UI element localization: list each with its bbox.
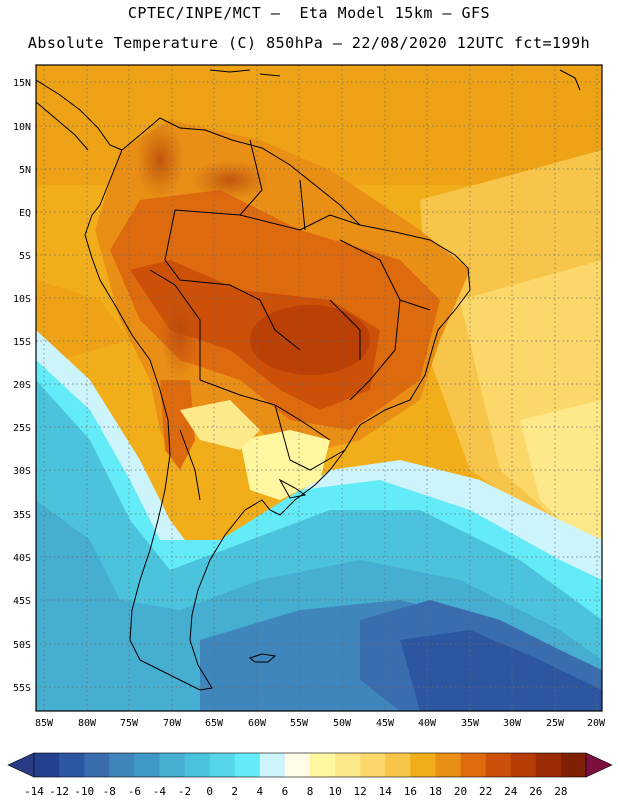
lat-label: 25S bbox=[13, 423, 31, 434]
lat-label: 15S bbox=[13, 337, 31, 348]
colorbar-cell bbox=[259, 753, 286, 777]
colorbar-label: 24 bbox=[504, 785, 518, 798]
colorbar-cell bbox=[510, 753, 537, 777]
lat-label: 50S bbox=[13, 640, 31, 651]
colorbar-cell bbox=[535, 753, 562, 777]
colorbar-label: -2 bbox=[178, 785, 191, 798]
colorbar-cell bbox=[134, 753, 160, 777]
colorbar-label: 22 bbox=[479, 785, 492, 798]
lon-label: 35W bbox=[461, 718, 480, 729]
lat-label: 5S bbox=[19, 251, 31, 262]
colorbar-label: 26 bbox=[529, 785, 542, 798]
colorbar-cell bbox=[59, 753, 85, 777]
colorbar-cell bbox=[84, 753, 110, 777]
colorbar-label: 0 bbox=[206, 785, 213, 798]
lat-label: 10S bbox=[13, 294, 31, 305]
colorbar-label: 10 bbox=[328, 785, 341, 798]
colorbar-cell bbox=[184, 753, 211, 777]
colorbar-label: 4 bbox=[257, 785, 264, 798]
colorbar-cell bbox=[284, 753, 311, 777]
lat-label: 10N bbox=[13, 122, 31, 133]
colorbar-below-arrow bbox=[7, 752, 35, 778]
colorbar-label: 28 bbox=[554, 785, 567, 798]
colorbar-cells bbox=[33, 752, 587, 778]
lat-label: 45S bbox=[13, 596, 31, 607]
lat-label: 15N bbox=[13, 78, 31, 89]
colorbar-label: 18 bbox=[429, 785, 442, 798]
lat-label: 5N bbox=[19, 165, 31, 176]
lon-label: 65W bbox=[205, 718, 224, 729]
title-line-2: Absolute Temperature (C) 850hPa – 22/08/… bbox=[27, 34, 591, 52]
colorbar-above-arrow bbox=[585, 752, 613, 778]
colorbar-cell bbox=[310, 753, 336, 777]
colorbar-cell bbox=[485, 753, 512, 777]
title-line-1: CPTEC/INPE/MCT – Eta Model 15km – GFS bbox=[127, 4, 491, 22]
colorbar-cell bbox=[34, 753, 60, 777]
map-frame bbox=[35, 64, 603, 712]
colorbar-cell bbox=[385, 753, 411, 777]
colorbar-cell bbox=[360, 753, 386, 777]
colorbar-cell bbox=[410, 753, 436, 777]
colorbar-cell bbox=[460, 753, 487, 777]
colorbar-cell bbox=[109, 753, 135, 777]
colorbar-label: -10 bbox=[74, 785, 94, 798]
colorbar-cell bbox=[435, 753, 461, 777]
colorbar-label: 2 bbox=[231, 785, 238, 798]
colorbar-label: -8 bbox=[103, 785, 116, 798]
colorbar-label: 8 bbox=[307, 785, 314, 798]
lon-label: 30W bbox=[503, 718, 522, 729]
lat-label: EQ bbox=[19, 208, 31, 219]
colorbar: -14 -12 -10 -8 -6 -4 -2 0 2 4 6 8 10 12 14 16 18 20 22 24 26… bbox=[7, 752, 613, 798]
lat-label: 30S bbox=[13, 466, 31, 477]
lon-label: 50W bbox=[333, 718, 352, 729]
lon-label: 85W bbox=[35, 718, 54, 729]
lat-label: 35S bbox=[13, 510, 31, 521]
colorbar-label: 14 bbox=[379, 785, 393, 798]
lat-label: 20S bbox=[13, 380, 31, 391]
lon-label: 70W bbox=[163, 718, 182, 729]
longitude-labels: 85W 80W 75W 70W 65W 60W 55W 50W 45W 40W … bbox=[35, 718, 606, 729]
colorbar-label: 20 bbox=[454, 785, 467, 798]
colorbar-label: -14 bbox=[24, 785, 44, 798]
colorbar-labels: -14 -12 -10 -8 -6 -4 -2 0 2 4 6 8 10 12 14 16 18 20 22 24 26… bbox=[24, 785, 567, 798]
lon-label: 80W bbox=[78, 718, 97, 729]
colorbar-label: -4 bbox=[153, 785, 167, 798]
lon-label: 45W bbox=[376, 718, 395, 729]
latitude-labels: 15N 10N 5N EQ 5S 10S 15S 20S 25S 30S 35S… bbox=[13, 78, 31, 694]
lon-label: 40W bbox=[418, 718, 437, 729]
colorbar-label: 6 bbox=[282, 785, 289, 798]
colorbar-label: -12 bbox=[49, 785, 69, 798]
lon-label: 60W bbox=[248, 718, 267, 729]
coastlines bbox=[36, 69, 581, 691]
lon-label: 20W bbox=[587, 718, 606, 729]
colorbar-label: 12 bbox=[354, 785, 367, 798]
colorbar-cell bbox=[209, 753, 236, 777]
lon-label: 75W bbox=[120, 718, 139, 729]
temperature-field bbox=[36, 65, 602, 711]
colorbar-label: -6 bbox=[128, 785, 141, 798]
lat-label: 55S bbox=[13, 683, 31, 694]
colorbar-label: 16 bbox=[404, 785, 417, 798]
colorbar-cell bbox=[159, 753, 185, 777]
lat-label: 40S bbox=[13, 553, 31, 564]
colorbar-cell bbox=[335, 753, 361, 777]
lon-label: 25W bbox=[546, 718, 565, 729]
colorbar-cell bbox=[234, 753, 261, 777]
lon-label: 55W bbox=[290, 718, 309, 729]
colorbar-cell bbox=[560, 753, 587, 777]
